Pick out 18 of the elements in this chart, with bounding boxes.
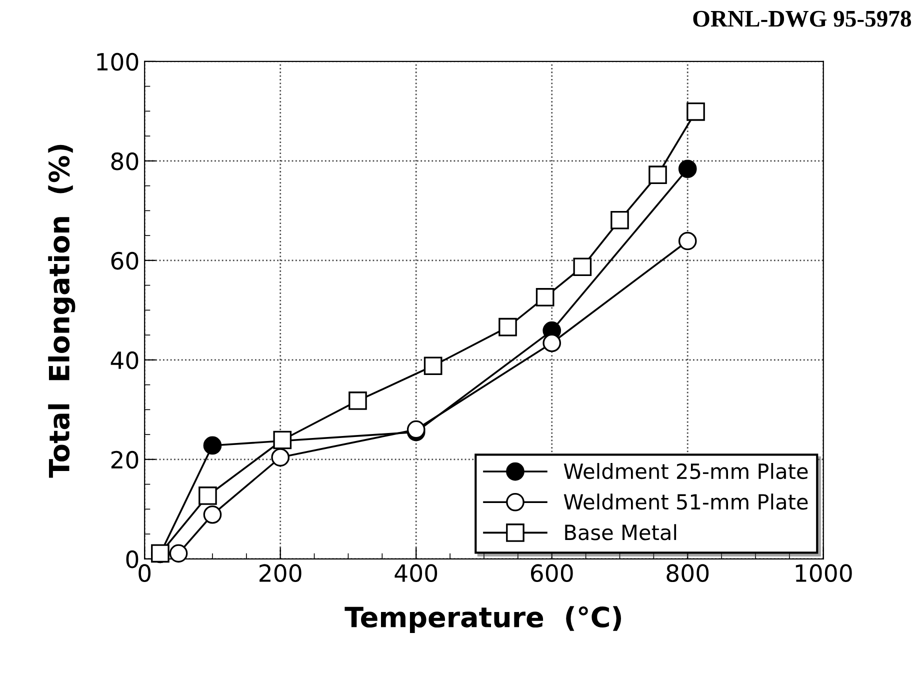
y-tick-label: 60 (111, 252, 138, 270)
y-tick-label: 40 (110, 351, 138, 370)
y-tick-label: 100 (97, 52, 138, 71)
x-tick-label: 400 (394, 564, 438, 582)
text: ORNL-DWG 95-5978 (693, 10, 912, 27)
x-tick-label: 800 (666, 564, 709, 582)
legend-label: Base Metal (565, 524, 676, 540)
x-tick-label: 600 (530, 564, 573, 582)
x-axis-title: Temperature (°C) (344, 606, 622, 633)
legend-label: Weldment 25-mm Plate (564, 462, 808, 480)
x-tick-label: 200 (260, 564, 302, 582)
y-tick-label: 80 (111, 152, 138, 170)
legend-label: Weldment 51-mm Plate (564, 494, 808, 510)
x-tick-label: 0 (138, 564, 151, 582)
y-tick-label: 0 (126, 550, 138, 568)
x-tick-label: 1000 (796, 564, 852, 582)
y-axis-title: Total Elongation (%) (48, 144, 76, 478)
y-tick-label: 20 (111, 450, 138, 469)
